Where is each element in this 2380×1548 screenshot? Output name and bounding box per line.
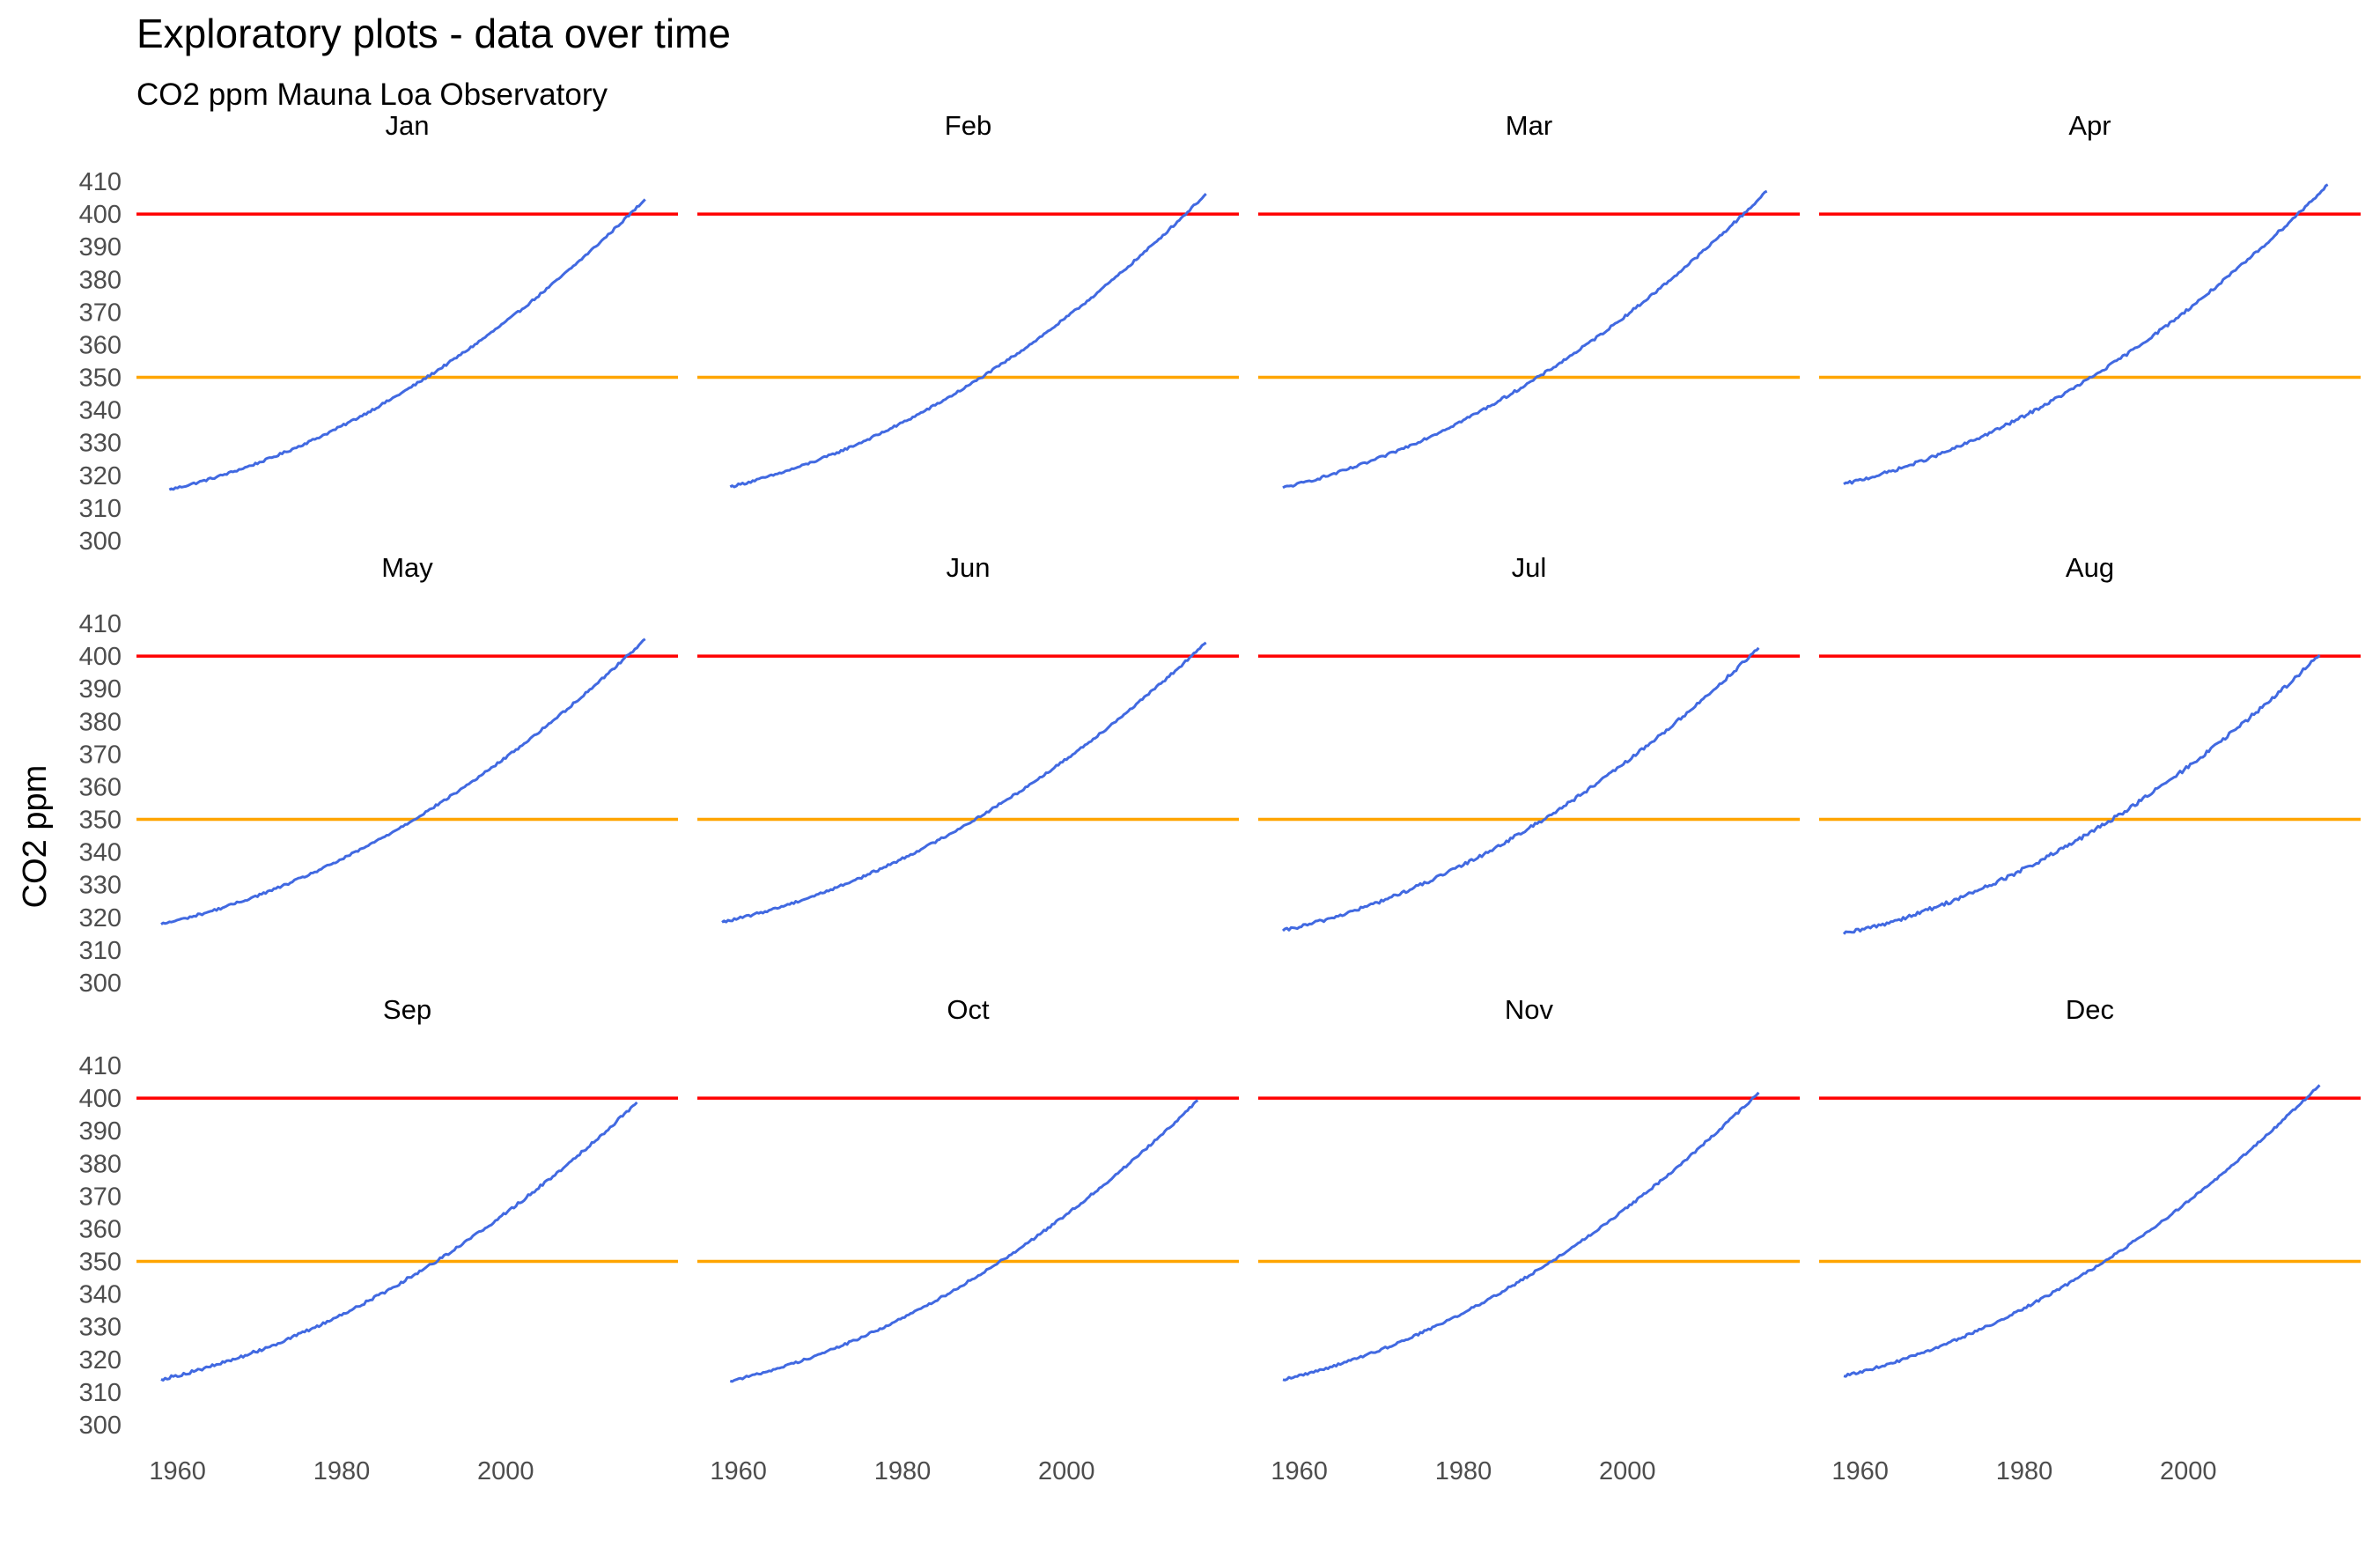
y-tick-label: 370 xyxy=(79,1183,122,1211)
y-tick-label: 410 xyxy=(79,610,122,638)
facet-panel-sep: Sep 300 310 320 330 340 350 360 370 380 390 400 410 1… xyxy=(79,994,678,1485)
y-tick-label: 330 xyxy=(79,430,122,458)
co2-series-line xyxy=(1843,183,2329,486)
co2-series-line xyxy=(1843,1084,2321,1378)
facet-panel-mar: Mar xyxy=(1258,110,1800,490)
facet-panel-jan: Jan 300 310 320 330 340 350 360 370 380 390 400 410 xyxy=(79,110,678,556)
x-tick-label: 2000 xyxy=(1599,1457,1656,1485)
y-tick-label: 410 xyxy=(79,1052,122,1080)
co2-series-line xyxy=(721,641,1207,924)
x-tick-label: 1980 xyxy=(1435,1457,1492,1485)
x-tick-label: 1960 xyxy=(710,1457,767,1485)
co2-series-line xyxy=(160,638,646,925)
y-tick-label: 370 xyxy=(79,741,122,769)
facet-label: Aug xyxy=(2066,552,2114,583)
facet-panel-oct: Oct 1960 1980 2000 xyxy=(697,994,1239,1485)
chart-subtitle: CO2 ppm Mauna Loa Observatory xyxy=(136,77,608,112)
facet-label: Oct xyxy=(947,994,990,1025)
y-tick-label: 310 xyxy=(79,937,122,965)
y-tick-label: 380 xyxy=(79,266,122,294)
y-tick-label: 410 xyxy=(79,168,122,196)
y-tick-label: 350 xyxy=(79,365,122,393)
x-tick-label: 1980 xyxy=(1996,1457,2053,1485)
facet-label: Jul xyxy=(1512,552,1547,583)
facet-grid: Jan 300 310 320 330 340 350 360 370 380 390 400 410 F… xyxy=(79,110,2361,1485)
facet-label: Mar xyxy=(1506,110,1552,141)
y-tick-label: 400 xyxy=(79,643,122,671)
y-tick-label: 340 xyxy=(79,839,122,867)
y-tick-label: 320 xyxy=(79,1346,122,1375)
y-tick-label: 300 xyxy=(79,969,122,998)
y-tick-label: 400 xyxy=(79,1085,122,1113)
y-tick-label: 390 xyxy=(79,233,122,262)
x-tick-label: 2000 xyxy=(477,1457,534,1485)
y-tick-label: 320 xyxy=(79,462,122,490)
y-axis-label: CO2 ppm xyxy=(17,765,54,909)
y-tick-label: 360 xyxy=(79,331,122,359)
y-tick-label: 380 xyxy=(79,708,122,736)
facet-panel-aug: Aug xyxy=(1819,552,2361,935)
x-tick-label: 1960 xyxy=(149,1457,206,1485)
y-tick-label: 300 xyxy=(79,527,122,556)
y-tick-label: 300 xyxy=(79,1412,122,1440)
y-tick-label: 340 xyxy=(79,1281,122,1309)
y-tick-label: 350 xyxy=(79,1249,122,1277)
facet-label: Nov xyxy=(1505,994,1554,1025)
facet-panel-apr: Apr xyxy=(1819,110,2361,486)
co2-series-line xyxy=(1842,653,2321,935)
chart-title: Exploratory plots - data over time xyxy=(136,11,731,56)
x-tick-label: 1980 xyxy=(313,1457,371,1485)
y-tick-label: 330 xyxy=(79,1314,122,1342)
facet-panel-may: May 300 310 320 330 340 350 360 370 380 390 400 410 xyxy=(79,552,678,998)
y-tick-label: 370 xyxy=(79,299,122,327)
facet-label: Sep xyxy=(383,994,431,1025)
x-tick-label: 2000 xyxy=(2160,1457,2217,1485)
facet-label: May xyxy=(381,552,433,583)
co2-series-line xyxy=(1282,189,1768,490)
y-tick-label: 340 xyxy=(79,397,122,425)
facet-panel-jul: Jul xyxy=(1258,552,1800,932)
facet-label: Jun xyxy=(947,552,991,583)
facet-panel-jun: Jun xyxy=(697,552,1239,924)
facet-panel-dec: Dec 1960 1980 2000 xyxy=(1819,994,2361,1485)
facet-label: Jan xyxy=(386,110,430,141)
y-tick-label: 390 xyxy=(79,1117,122,1146)
co2-series-line xyxy=(168,198,646,491)
x-tick-label: 2000 xyxy=(1038,1457,1095,1485)
y-tick-label: 360 xyxy=(79,1215,122,1243)
y-tick-label: 320 xyxy=(79,904,122,932)
x-tick-label: 1980 xyxy=(874,1457,932,1485)
facet-label: Apr xyxy=(2068,110,2111,141)
y-tick-label: 400 xyxy=(79,201,122,229)
facet-label: Feb xyxy=(945,110,991,141)
co2-series-line xyxy=(1282,1091,1760,1382)
co2-series-line xyxy=(1281,646,1760,932)
facet-panel-nov: Nov 1960 1980 2000 xyxy=(1258,994,1800,1485)
x-tick-label: 1960 xyxy=(1831,1457,1889,1485)
y-tick-label: 380 xyxy=(79,1150,122,1178)
co2-series-line xyxy=(729,193,1207,489)
y-tick-label: 310 xyxy=(79,1379,122,1407)
y-tick-label: 360 xyxy=(79,773,122,801)
co2-series-line xyxy=(160,1101,638,1382)
y-tick-label: 310 xyxy=(79,495,122,523)
x-tick-label: 1960 xyxy=(1271,1457,1328,1485)
y-tick-label: 390 xyxy=(79,675,122,704)
y-tick-label: 350 xyxy=(79,807,122,835)
co2-series-line xyxy=(729,1099,1199,1383)
facet-label: Dec xyxy=(2066,994,2114,1025)
facet-panel-feb: Feb xyxy=(697,110,1239,489)
y-tick-label: 330 xyxy=(79,872,122,900)
